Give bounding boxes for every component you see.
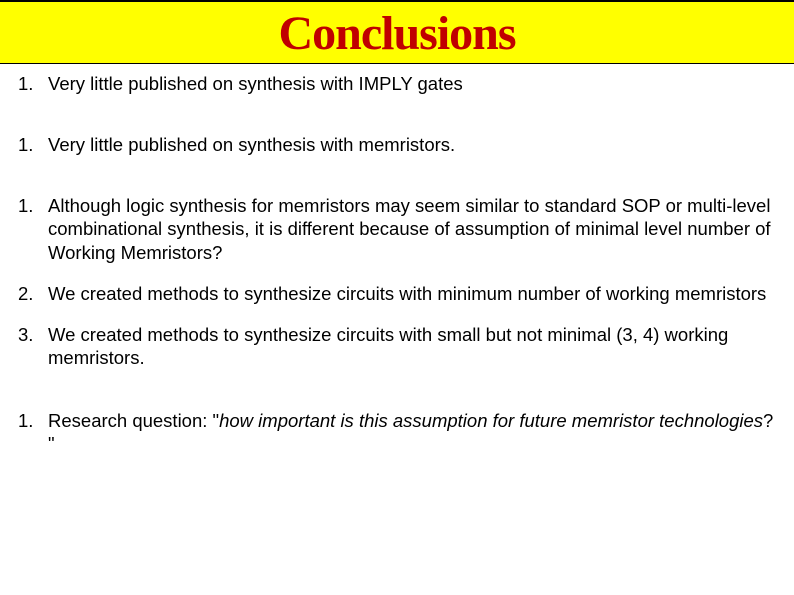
item-number: 1.: [18, 133, 48, 156]
list-item: 2. We created methods to synthesize circ…: [18, 282, 776, 305]
item-text: We created methods to synthesize circuit…: [48, 282, 776, 305]
item-text: Very little published on synthesis with …: [48, 133, 776, 156]
item-number: 1.: [18, 194, 48, 217]
list-item: 1. Although logic synthesis for memristo…: [18, 194, 776, 263]
list-item: 3. We created methods to synthesize circ…: [18, 323, 776, 369]
research-prefix: Research question: ": [48, 410, 219, 431]
item-text: Research question: "how important is thi…: [48, 409, 776, 455]
item-number: 1.: [18, 72, 48, 95]
item-text: We created methods to synthesize circuit…: [48, 323, 776, 369]
item-text: Although logic synthesis for memristors …: [48, 194, 776, 263]
research-question-italic: how important is this assumption for fut…: [219, 410, 763, 431]
list-item: 1. Very little published on synthesis wi…: [18, 133, 776, 156]
content-area: 1. Very little published on synthesis wi…: [0, 64, 794, 455]
item-number: 1.: [18, 409, 48, 432]
title-banner: Conclusions: [0, 0, 794, 64]
list-item: 1. Research question: "how important is …: [18, 409, 776, 455]
item-number: 2.: [18, 282, 48, 305]
page-title: Conclusions: [0, 6, 794, 61]
item-number: 3.: [18, 323, 48, 346]
item-text: Very little published on synthesis with …: [48, 72, 776, 95]
list-item: 1. Very little published on synthesis wi…: [18, 72, 776, 95]
